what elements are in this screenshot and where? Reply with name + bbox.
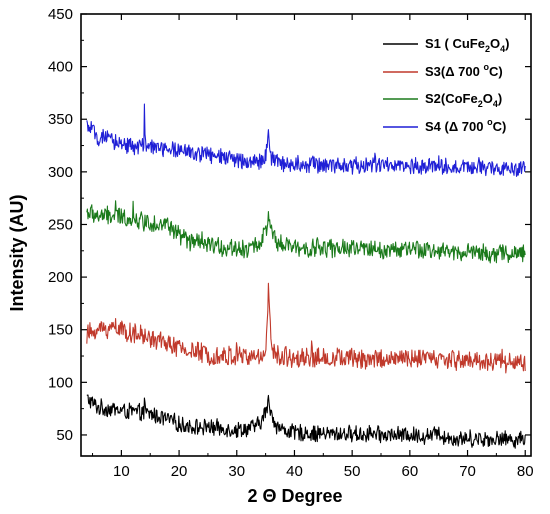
x-tick-label: 40 — [286, 463, 303, 480]
legend-label: S4 (Δ 700 oC) — [425, 117, 506, 134]
x-tick-label: 60 — [402, 463, 419, 480]
y-tick-label: 200 — [48, 269, 73, 286]
series-line-1 — [86, 394, 526, 449]
legend-item-1: S1 ( CuFe2O4) — [383, 36, 509, 54]
x-tick-label: 30 — [228, 463, 245, 480]
x-tick-label: 50 — [344, 463, 361, 480]
y-tick-label: 100 — [48, 374, 73, 391]
y-tick-label: 400 — [48, 59, 73, 76]
legend-label: S3(Δ 700 oC) — [425, 62, 503, 79]
y-tick-label: 50 — [56, 427, 73, 444]
series-layer — [86, 103, 526, 449]
x-tick-label: 80 — [517, 463, 534, 480]
y-axis-ticks: 50 100 150 200 250 300 350 400 450 — [48, 6, 531, 444]
series-line-4 — [86, 103, 526, 177]
x-axis-title: 2 Θ Degree — [247, 486, 342, 506]
series-line-3 — [86, 200, 526, 264]
x-axis-ticks: 10 20 30 40 50 60 70 80 — [92, 14, 534, 480]
legend: S1 ( CuFe2O4) S3(Δ 700 oC) S2(CoFe2O4) S4 (… — [383, 36, 509, 134]
plot-border — [80, 13, 532, 457]
legend-item-4: S4 (Δ 700 oC) — [383, 117, 506, 134]
y-tick-label: 350 — [48, 111, 73, 128]
x-tick-label: 20 — [171, 463, 188, 480]
y-tick-label: 250 — [48, 216, 73, 233]
y-tick-label: 450 — [48, 6, 73, 23]
x-tick-label: 70 — [459, 463, 476, 480]
plot-frame — [80, 13, 532, 457]
legend-item-3: S2(CoFe2O4) — [383, 91, 502, 109]
legend-item-2: S3(Δ 700 oC) — [383, 62, 503, 79]
x-tick-label: 10 — [113, 463, 130, 480]
series-line-2 — [86, 282, 526, 374]
legend-label: S2(CoFe2O4) — [425, 91, 502, 109]
y-tick-label: 300 — [48, 164, 73, 181]
legend-label: S1 ( CuFe2O4) — [425, 36, 509, 54]
y-tick-label: 150 — [48, 322, 73, 339]
y-axis-title: Intensity (AU) — [7, 194, 27, 311]
